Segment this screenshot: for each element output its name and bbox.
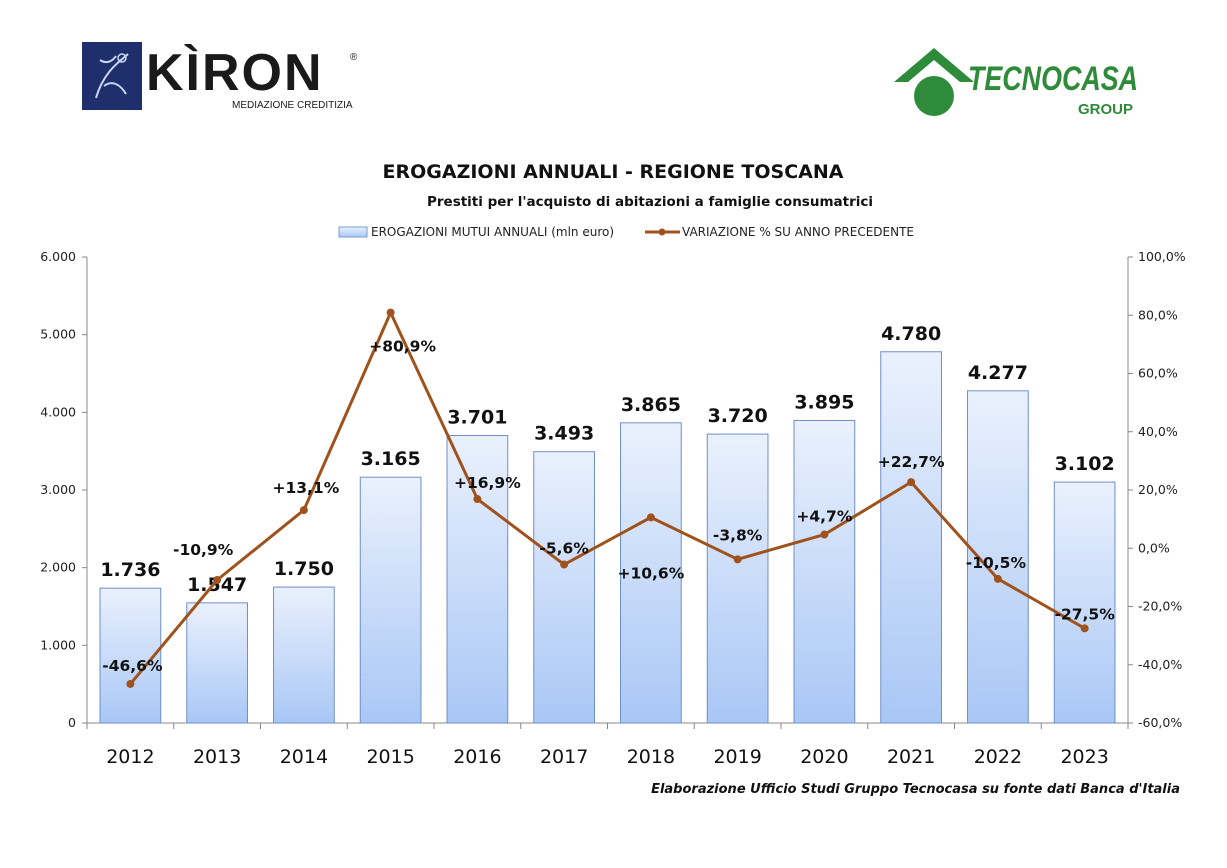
line-point <box>907 478 916 487</box>
line-value-label: -10,5% <box>966 554 1027 572</box>
bar <box>533 451 595 724</box>
bar <box>359 476 422 724</box>
kiron-registered: ® <box>350 52 358 63</box>
line-value-label: +13,1% <box>272 479 339 497</box>
line-point <box>213 575 222 584</box>
bar-value-label: 3.720 <box>708 405 768 427</box>
y-right-tick-label: 40,0% <box>1138 424 1178 439</box>
y-left-tick-label: 3.000 <box>40 482 76 497</box>
x-tick-label: 2017 <box>540 746 588 768</box>
line-value-label: -10,9% <box>173 541 234 559</box>
line-value-label: -3,8% <box>713 526 763 544</box>
line-value-label: +22,7% <box>878 453 945 471</box>
line-point <box>560 560 569 569</box>
y-right-tick-label: 100,0% <box>1138 249 1186 264</box>
tecnocasa-group: GROUP <box>1078 101 1133 118</box>
bar-labels: 1.736 1.547 1.750 3.165 3.701 3.493 3.865 3.720… <box>100 323 1114 596</box>
bar <box>99 587 162 724</box>
line-point <box>126 679 135 688</box>
x-tick-label: 2018 <box>627 746 675 768</box>
legend-line-marker <box>658 228 666 236</box>
axes: 0 1.000 2.000 3.000 4.000 5.000 6.000 -60,0% -40… <box>40 249 1186 768</box>
line-labels: -46,6% -10,9% +13,1% +80,9% +16,9% -5,6% +10,6… <box>102 338 1115 675</box>
legend-bar-label: EROGAZIONI MUTUI ANNUALI (mln euro) <box>371 225 614 239</box>
x-tick-label: 2015 <box>366 746 414 768</box>
bar-value-label: 3.895 <box>794 391 854 413</box>
line-value-label: +16,9% <box>454 474 521 492</box>
bar-value-label: 3.865 <box>621 394 681 416</box>
y-left-tick-label: 6.000 <box>40 249 76 264</box>
y-left-tick-label: 2.000 <box>40 560 76 575</box>
bar <box>620 422 682 724</box>
bar-value-label: 3.102 <box>1055 453 1115 475</box>
bar <box>446 435 509 724</box>
y-right-tick-label: 0,0% <box>1138 540 1170 555</box>
bar-value-label: 3.165 <box>361 448 421 470</box>
line-value-label: -27,5% <box>1055 605 1116 623</box>
x-tick-label: 2020 <box>800 746 848 768</box>
line-point <box>1080 624 1089 633</box>
y-right-tick-label: 60,0% <box>1138 366 1178 381</box>
chart-title: EROGAZIONI ANNUALI - REGIONE TOSCANA <box>383 161 844 183</box>
y-right-tick-label: 80,0% <box>1138 307 1178 322</box>
bar-value-label: 1.547 <box>187 574 247 596</box>
y-left-tick-label: 4.000 <box>40 404 76 419</box>
y-right-tick-label: 20,0% <box>1138 482 1178 497</box>
y-right-tick-label: -60,0% <box>1138 715 1182 730</box>
line-point <box>299 506 308 515</box>
chart-subtitle: Prestiti per l'acquisto di abitazioni a … <box>427 194 873 210</box>
x-tick-label: 2022 <box>974 746 1022 768</box>
bar <box>1053 481 1116 724</box>
legend: EROGAZIONI MUTUI ANNUALI (mln euro) VARI… <box>338 225 914 239</box>
line-value-label: -5,6% <box>539 540 589 558</box>
x-tick-label: 2012 <box>106 746 154 768</box>
bar-value-label: 4.780 <box>881 323 941 345</box>
kiron-wordmark: KÌRON <box>146 44 324 102</box>
bar-value-label: 3.493 <box>534 423 594 445</box>
y-left-tick-label: 1.000 <box>40 637 76 652</box>
bar-value-label: 1.736 <box>100 559 160 581</box>
line-point <box>993 574 1002 583</box>
x-tick-label: 2016 <box>453 746 501 768</box>
y-right-tick-label: -20,0% <box>1138 599 1182 614</box>
bar <box>880 351 942 724</box>
kiron-tagline: MEDIAZIONE CREDITIZIA <box>232 100 353 111</box>
bar-value-label: 4.277 <box>968 362 1028 384</box>
bar-value-label: 1.750 <box>274 558 334 580</box>
bar-value-label: 3.701 <box>447 407 507 429</box>
variation-line <box>129 311 1086 685</box>
bar <box>793 419 856 724</box>
bars <box>99 351 1116 724</box>
source-note: Elaborazione Ufficio Studi Gruppo Tecnoc… <box>651 782 1180 797</box>
line-value-label: -46,6% <box>102 657 163 675</box>
legend-bar-swatch <box>338 226 368 238</box>
y-right-tick-label: -40,0% <box>1138 657 1182 672</box>
line-point <box>733 555 742 564</box>
bar <box>706 433 769 724</box>
bar <box>273 586 335 724</box>
y-left-tick-label: 5.000 <box>40 327 76 342</box>
x-tick-label: 2019 <box>713 746 761 768</box>
legend-line-label: VARIAZIONE % SU ANNO PRECEDENTE <box>682 225 914 239</box>
tecnocasa-wordmark: TECNOCASA <box>968 60 1138 98</box>
x-tick-label: 2023 <box>1060 746 1108 768</box>
x-tick-label: 2014 <box>280 746 328 768</box>
y-left-tick-label: 0 <box>68 715 76 730</box>
line-value-label: +10,6% <box>617 564 684 582</box>
line-layer <box>126 308 1089 688</box>
line-value-label: +80,9% <box>369 338 436 356</box>
line-point <box>473 495 482 504</box>
bar <box>186 602 248 724</box>
kiron-logo: KÌRON ® MEDIAZIONE CREDITIZIA <box>82 42 358 111</box>
line-point <box>386 308 395 317</box>
x-tick-label: 2021 <box>887 746 935 768</box>
line-value-label: +4,7% <box>796 508 852 526</box>
x-tick-label: 2013 <box>193 746 241 768</box>
tecnocasa-logo: TECNOCASA GROUP <box>894 48 1138 118</box>
line-point <box>820 530 829 539</box>
line-point <box>646 513 655 522</box>
